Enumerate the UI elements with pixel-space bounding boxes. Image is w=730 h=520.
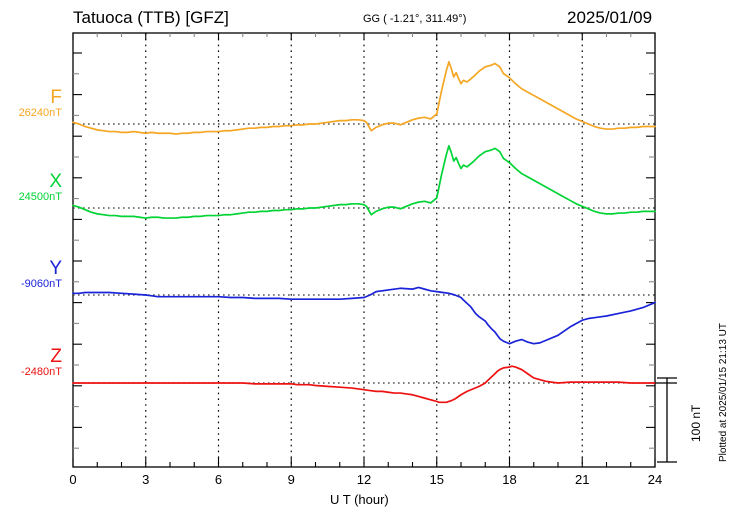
trace-Y bbox=[72, 286, 656, 345]
component-symbol-y: Y bbox=[49, 258, 62, 279]
x-tick-label: 6 bbox=[214, 472, 223, 487]
x-tick-label: 3 bbox=[142, 472, 150, 487]
component-baseline-f: 26240nT bbox=[18, 107, 62, 119]
trace-F bbox=[72, 60, 656, 135]
component-baseline-x: 24500nT bbox=[18, 191, 62, 203]
component-label-f: F 26240nT bbox=[0, 88, 62, 119]
component-label-z: Z -2480nT bbox=[0, 347, 62, 378]
x-tick-label: 0 bbox=[69, 472, 77, 487]
component-baseline-z: -2480nT bbox=[21, 366, 62, 378]
trace-X bbox=[72, 144, 656, 219]
component-symbol-x: X bbox=[49, 171, 62, 192]
x-tick-label: 12 bbox=[356, 472, 372, 487]
component-baseline-y: -9060nT bbox=[21, 278, 62, 290]
scale-bar-label: 100 nT bbox=[689, 404, 703, 442]
page-title: Tatuoca (TTB) [GFZ] bbox=[73, 8, 229, 27]
trace-Z bbox=[72, 365, 656, 404]
x-tick-label: 18 bbox=[502, 472, 517, 487]
x-axis-label: U T (hour) bbox=[330, 492, 389, 507]
x-tick-label: 15 bbox=[429, 472, 444, 487]
component-label-x: X 24500nT bbox=[0, 172, 62, 203]
x-tick-label: 9 bbox=[287, 472, 295, 487]
component-symbol-f: F bbox=[50, 87, 62, 108]
component-symbol-z: Z bbox=[50, 346, 62, 367]
x-tick-label: 24 bbox=[647, 472, 663, 487]
observation-date: 2025/01/09 bbox=[567, 8, 653, 27]
plotted-timestamp: Plotted at 2025/01/15 21:13 UT bbox=[718, 323, 729, 462]
geographic-coordinates: GG ( -1.21°, 311.49°) bbox=[363, 13, 467, 25]
component-label-y: Y -9060nT bbox=[0, 259, 62, 290]
x-tick-label: 21 bbox=[575, 472, 590, 487]
